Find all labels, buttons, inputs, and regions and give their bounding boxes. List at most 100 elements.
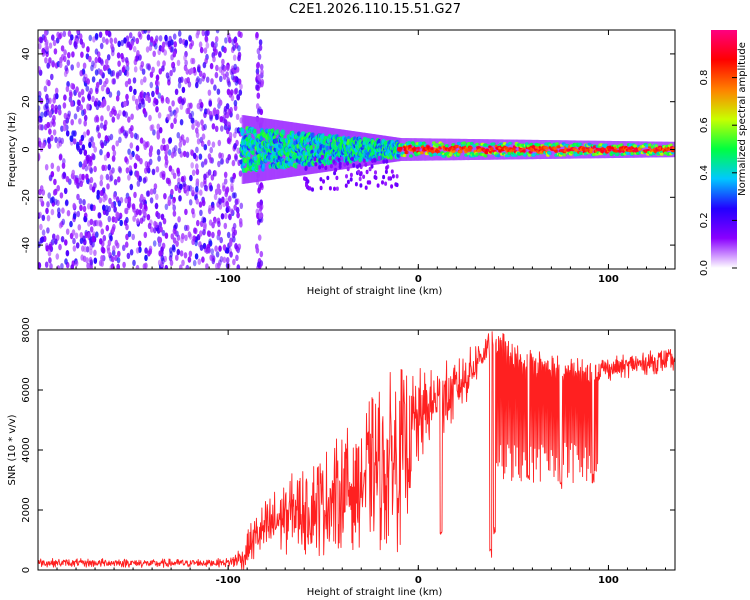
heatmap-speckle — [206, 30, 210, 36]
heatmap-speckle — [89, 264, 93, 269]
heatmap-speckle — [109, 37, 113, 44]
heatmap-speckle — [229, 106, 233, 114]
heatmap-speckle — [257, 74, 261, 81]
heatmap-tail-cell — [319, 185, 323, 191]
heatmap-speckle — [195, 131, 200, 139]
heatmap-speckle — [121, 66, 126, 73]
heatmap-speckle — [146, 30, 151, 34]
heatmap-speckle — [85, 154, 90, 162]
heatmap-speckle — [210, 248, 214, 255]
heatmap-speckle — [52, 39, 57, 47]
heatmap-tail-cell — [387, 176, 391, 181]
heatmap-speckle — [140, 90, 144, 97]
heatmap-speckle — [185, 68, 190, 75]
heatmap-speckle — [55, 253, 60, 260]
heatmap-speckle — [53, 178, 57, 186]
heatmap-speckle — [162, 60, 166, 67]
heatmap-speckle — [77, 224, 82, 231]
heatmap-speckle — [77, 99, 81, 107]
heatmap-cells — [38, 30, 675, 269]
heatmap-speckle — [175, 254, 179, 261]
heatmap-speckle — [199, 46, 204, 54]
heatmap-speckle — [63, 70, 68, 78]
heatmap-speckle — [213, 193, 218, 200]
heatmap-speckle — [201, 256, 205, 263]
heatmap-speckle — [138, 175, 143, 183]
heatmap-speckle — [207, 247, 211, 254]
heatmap-speckle — [179, 250, 184, 257]
heatmap-speckle — [232, 258, 236, 266]
heatmap-speckle — [191, 238, 195, 246]
heatmap-speckle — [192, 152, 197, 159]
heatmap-speckle — [144, 254, 148, 262]
heatmap-speckle — [141, 208, 146, 215]
heatmap-speckle — [255, 103, 260, 110]
heatmap-speckle — [86, 262, 90, 269]
heatmap-speckle — [54, 238, 58, 245]
heatmap-tail-cell — [374, 175, 378, 180]
heatmap-speckle — [128, 85, 133, 93]
colorbar-tick-label: 0.0 — [699, 260, 710, 276]
heatmap-speckle — [75, 86, 79, 93]
heatmap-speckle — [237, 30, 241, 38]
heatmap-tail-cell — [308, 186, 312, 191]
heatmap-speckle — [46, 215, 51, 222]
heatmap-speckle — [107, 164, 111, 171]
heatmap-speckle — [180, 236, 184, 244]
heatmap-speckle — [259, 63, 264, 71]
heatmap-speckle — [115, 95, 120, 102]
heatmap-speckle — [137, 240, 142, 247]
line-y-tick-label: 4000 — [21, 437, 32, 462]
heatmap-tail-cell — [364, 185, 368, 190]
heatmap-speckle — [231, 159, 236, 167]
heatmap-speckle — [124, 207, 128, 215]
heatmap-speckle — [60, 125, 64, 132]
heatmap-speckle — [219, 116, 224, 123]
heatmap-speckle — [156, 60, 161, 67]
heatmap-speckle — [78, 118, 82, 125]
heatmap-tail-cell — [359, 171, 363, 176]
heatmap-speckle — [53, 188, 58, 195]
heatmap-speckle — [106, 105, 111, 112]
heatmap-speckle — [258, 39, 263, 46]
heatmap-speckle — [48, 174, 53, 181]
heatmap-speckle — [173, 112, 178, 119]
heatmap-speckle — [152, 50, 156, 57]
heatmap-speckle — [160, 95, 164, 102]
heatmap-speckle — [177, 216, 181, 223]
heatmap-speckle — [182, 150, 187, 158]
heatmap-speckle — [124, 156, 128, 163]
heatmap-speckle — [74, 232, 79, 239]
heatmap-speckle — [175, 107, 179, 114]
heatmap-speckle — [209, 185, 213, 192]
heatmap-speckle — [158, 35, 163, 42]
heatmap-speckle — [180, 176, 185, 183]
heatmap-speckle — [203, 144, 208, 151]
heatmap-speckle — [224, 37, 228, 44]
heatmap-speckle — [43, 35, 47, 43]
line-y-tick-label: 6000 — [21, 377, 32, 402]
heatmap-speckle — [58, 222, 63, 229]
heatmap-speckle — [141, 68, 146, 75]
heatmap-speckle — [142, 177, 147, 184]
colorbar-tick-label: 0.8 — [699, 70, 710, 86]
heatmap-speckle — [79, 237, 84, 244]
heatmap-speckle — [179, 119, 184, 126]
heatmap-speckle — [61, 207, 65, 214]
heatmap-speckle — [91, 76, 96, 83]
heatmap-speckle — [99, 58, 104, 65]
heatmap-speckle — [234, 243, 238, 250]
heatmap-speckle — [209, 146, 213, 154]
heatmap-speckle — [126, 252, 131, 260]
heatmap-speckle — [108, 31, 112, 38]
heatmap-speckle — [93, 100, 98, 107]
heatmap-speckle — [195, 81, 199, 89]
heatmap-speckle — [88, 34, 93, 42]
heatmap-speckle — [94, 32, 99, 40]
heatmap-speckle — [175, 240, 179, 247]
heatmap-speckle — [256, 261, 261, 268]
heatmap-tail-cell — [318, 165, 322, 170]
heatmap-speckle — [118, 167, 123, 174]
heatmap-tail-cell — [346, 161, 349, 166]
heatmap-tail-cell — [322, 179, 325, 184]
